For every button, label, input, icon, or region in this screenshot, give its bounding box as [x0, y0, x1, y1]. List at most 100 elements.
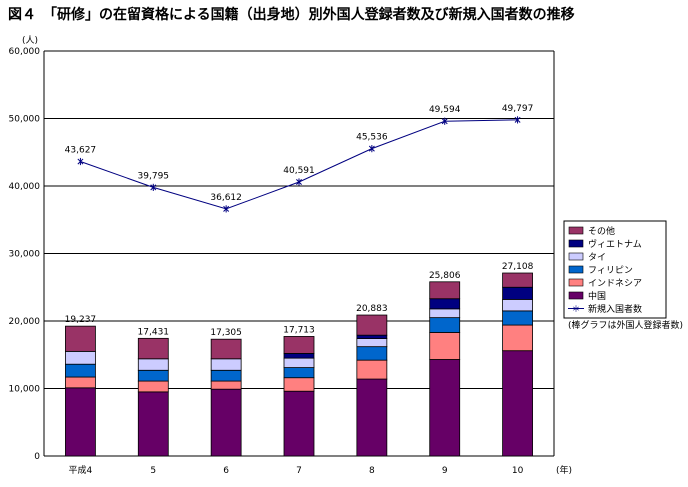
bar-total-label: 27,108	[502, 262, 534, 272]
y-tick-label: 20,000	[9, 317, 41, 327]
legend-swatch	[568, 265, 584, 274]
bar-segment	[210, 388, 242, 457]
line-value-label: 43,627	[65, 146, 97, 156]
bar-segment	[210, 380, 242, 390]
bar-segment	[429, 298, 461, 310]
bar-segment	[65, 350, 96, 365]
grid	[43, 50, 555, 457]
line-point	[296, 178, 302, 186]
line-value-label: 49,797	[502, 104, 534, 114]
chart-title: 図４ 「研修」の在留資格による国籍（出身地）別外国人登録者数及び新規入国者数の推…	[8, 6, 575, 23]
y-tick-label: 10,000	[9, 385, 41, 395]
line-series: 43,627 39,795 36,612 40,591 45,536 49,594 49,7…	[65, 104, 534, 213]
line-value-label: 36,612	[210, 193, 242, 203]
bar-segment	[502, 350, 533, 457]
bar-segment	[429, 332, 461, 360]
legend-label: インドネシア	[588, 278, 642, 289]
bar-segment	[502, 324, 533, 352]
legend-label: 新規入国者数	[588, 303, 642, 315]
bar-segment	[356, 346, 388, 361]
legend-swatch	[568, 291, 584, 300]
legend-note: (棒グラフは外国人登録者数)	[568, 319, 683, 331]
legend-label: 中国	[588, 290, 606, 302]
bar-total-label: 20,883	[356, 304, 388, 314]
line-value-label: 49,594	[429, 105, 461, 115]
bar-segment	[283, 357, 315, 368]
legend-label: ヴィエトナム	[588, 238, 642, 250]
y-tick-label: 30,000	[9, 250, 41, 260]
line-value-label: 45,536	[356, 133, 388, 143]
bar-segment	[356, 338, 388, 348]
line-point	[223, 205, 230, 213]
bar-total-label: 17,305	[210, 328, 242, 338]
legend-swatch	[568, 278, 584, 287]
y-tick-label: 50,000	[9, 115, 41, 125]
bar-segment	[137, 358, 169, 371]
bar-segment	[502, 298, 533, 312]
y-unit-label: (人)	[22, 35, 38, 46]
line-point	[77, 157, 84, 166]
bar-segment	[65, 325, 96, 352]
x-tick-label: 6	[223, 466, 229, 476]
line-point	[150, 183, 157, 191]
y-tick-label: 0	[34, 452, 40, 462]
bar-segment	[283, 377, 315, 392]
bar-segment	[65, 387, 96, 457]
bar-segment	[283, 352, 315, 359]
bar-segment	[137, 369, 169, 382]
x-tick-label: 10	[512, 466, 524, 476]
bar-segment	[356, 359, 388, 380]
line-point	[441, 117, 448, 125]
line-value-label: 40,591	[283, 166, 315, 176]
bars	[65, 272, 533, 457]
line-point	[514, 116, 521, 124]
y-tick-label: 40,000	[9, 182, 41, 192]
bar-segment	[137, 391, 169, 457]
x-unit-label: (年)	[556, 464, 572, 476]
bar-segment	[356, 314, 388, 336]
x-tick-label: 平成4	[69, 464, 93, 476]
legend-label: フィリピン	[588, 265, 633, 276]
bar-segment	[502, 310, 533, 326]
x-tick-label: 7	[296, 466, 302, 476]
legend-marker: ＊	[571, 305, 580, 315]
x-axis-ticks: 平成4 5 6 7 8 9 10	[69, 464, 524, 476]
bar-segment	[429, 281, 461, 300]
line-path	[80, 119, 518, 210]
bar-segment	[137, 337, 169, 360]
bar-segment	[283, 390, 315, 457]
bar-segment	[283, 336, 315, 354]
bar-total-label: 19,237	[65, 315, 97, 325]
bar-segment	[283, 367, 315, 379]
bar-segment	[502, 286, 533, 300]
line-value-label: 39,795	[138, 171, 170, 181]
x-tick-label: 8	[369, 466, 375, 476]
x-tick-label: 9	[442, 466, 448, 476]
legend-swatch	[568, 239, 584, 248]
bar-segment	[356, 378, 388, 457]
y-axis-ticks: 0 10,000 20,000 30,000 40,000 50,000 60,000	[9, 47, 41, 462]
bar-total-label: 25,806	[429, 271, 461, 281]
legend-label: タイ	[588, 252, 606, 263]
bar-segment	[429, 359, 461, 457]
x-tick-label: 5	[150, 466, 156, 476]
bar-segment	[210, 369, 242, 382]
bar-segment	[65, 376, 96, 389]
bar-segment	[502, 272, 533, 288]
bar-segment	[210, 358, 242, 371]
y-tick-label: 60,000	[9, 47, 41, 57]
bar-segment	[137, 380, 169, 393]
legend-swatch	[568, 252, 584, 261]
bar-segment	[65, 363, 96, 378]
bar-segment	[356, 334, 388, 339]
legend-label: その他	[588, 225, 615, 237]
bar-total-labels: 19,237 17,431 17,305 17,713 20,883 25,806 27,1…	[65, 262, 534, 338]
line-point	[368, 145, 375, 153]
bar-segment	[429, 317, 461, 333]
legend-swatch	[568, 226, 584, 235]
bar-total-label: 17,713	[283, 325, 315, 335]
bar-total-label: 17,431	[138, 327, 170, 337]
bar-segment	[210, 338, 242, 360]
